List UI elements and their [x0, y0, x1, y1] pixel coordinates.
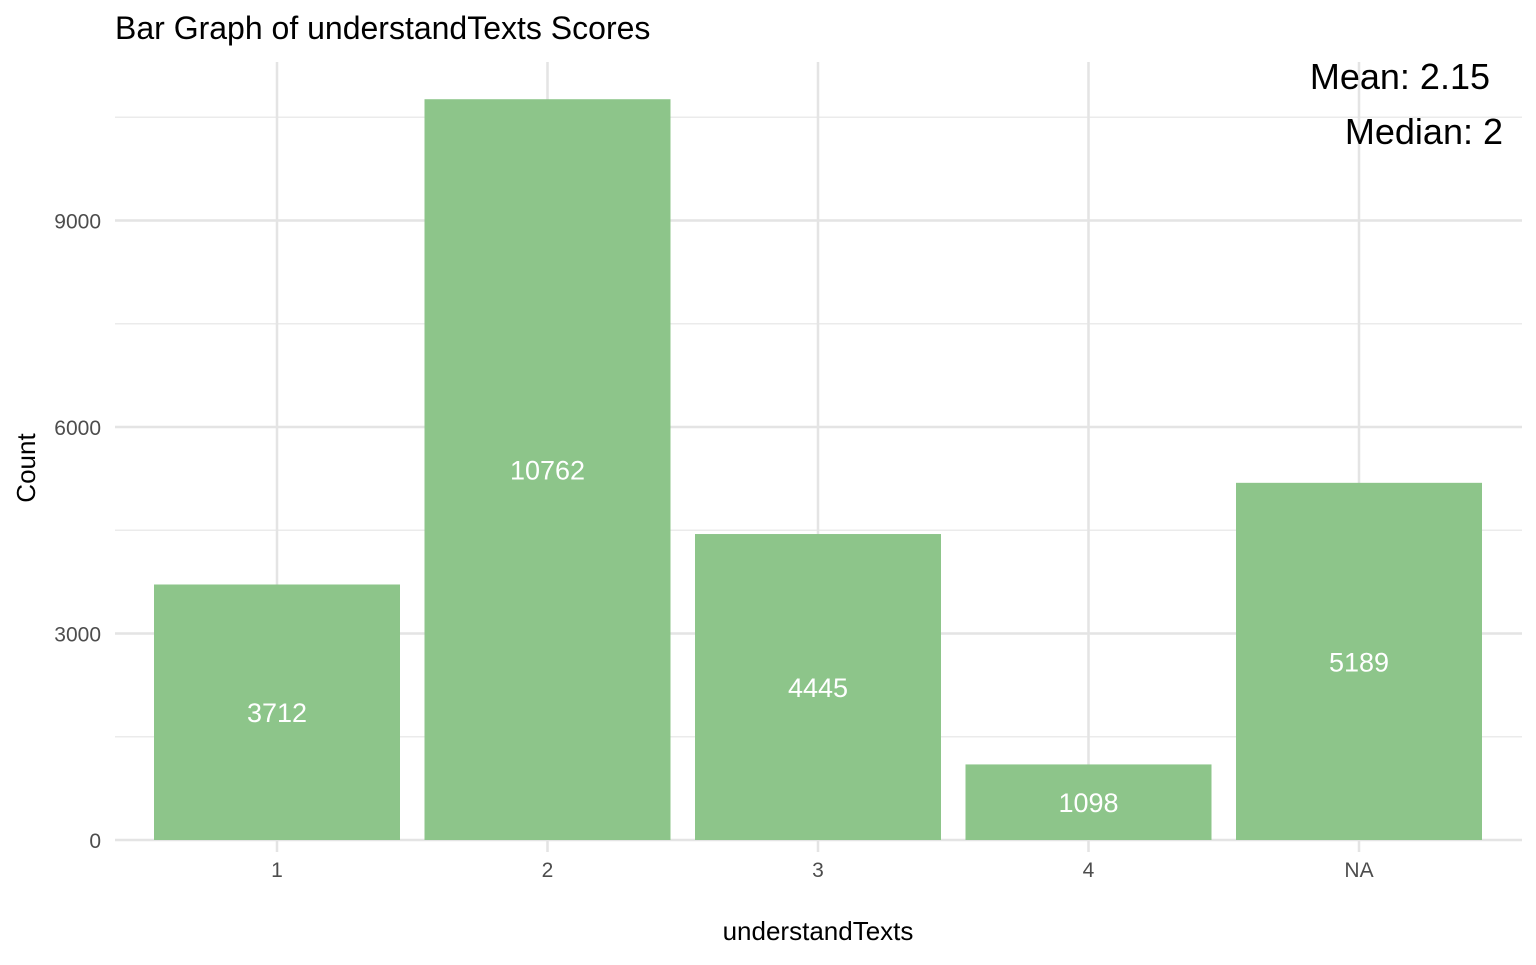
- bar-data-label: 10762: [510, 456, 585, 486]
- y-tick-label: 9000: [54, 211, 101, 234]
- bar-data-label: 5189: [1329, 647, 1389, 677]
- bar-data-label: 4445: [788, 673, 848, 703]
- y-axis-title: Count: [11, 433, 41, 503]
- x-tick-label: 3: [812, 859, 824, 882]
- bar-na: [1236, 482, 1482, 840]
- bar-4: [965, 764, 1212, 840]
- x-tick-label: 4: [1083, 859, 1095, 882]
- median-annotation: Median: 2: [1345, 111, 1503, 152]
- chart-title: Bar Graph of understandTexts Scores: [115, 10, 650, 46]
- bar-data-labels: 3712 10762 4445 1098 5189: [247, 456, 1389, 819]
- y-tick-label: 3000: [54, 624, 101, 647]
- x-axis-ticks: 1 2 3 4 NA: [271, 859, 1373, 882]
- y-axis-ticks: 0 3000 6000 9000: [54, 211, 101, 854]
- x-tick-label: 1: [271, 859, 283, 882]
- x-tick-label: 2: [542, 859, 554, 882]
- mean-annotation: Mean: 2.15: [1310, 56, 1490, 97]
- bar-data-label: 1098: [1058, 788, 1118, 818]
- bars: [154, 99, 1482, 840]
- x-tick-label: NA: [1344, 859, 1373, 882]
- y-tick-label: 6000: [54, 417, 101, 440]
- bar-1: [154, 584, 400, 840]
- x-axis-title: understandTexts: [723, 916, 914, 946]
- y-tick-label: 0: [89, 830, 101, 853]
- bar-3: [695, 534, 941, 840]
- bar-2: [424, 99, 671, 840]
- bar-data-label: 3712: [247, 698, 307, 728]
